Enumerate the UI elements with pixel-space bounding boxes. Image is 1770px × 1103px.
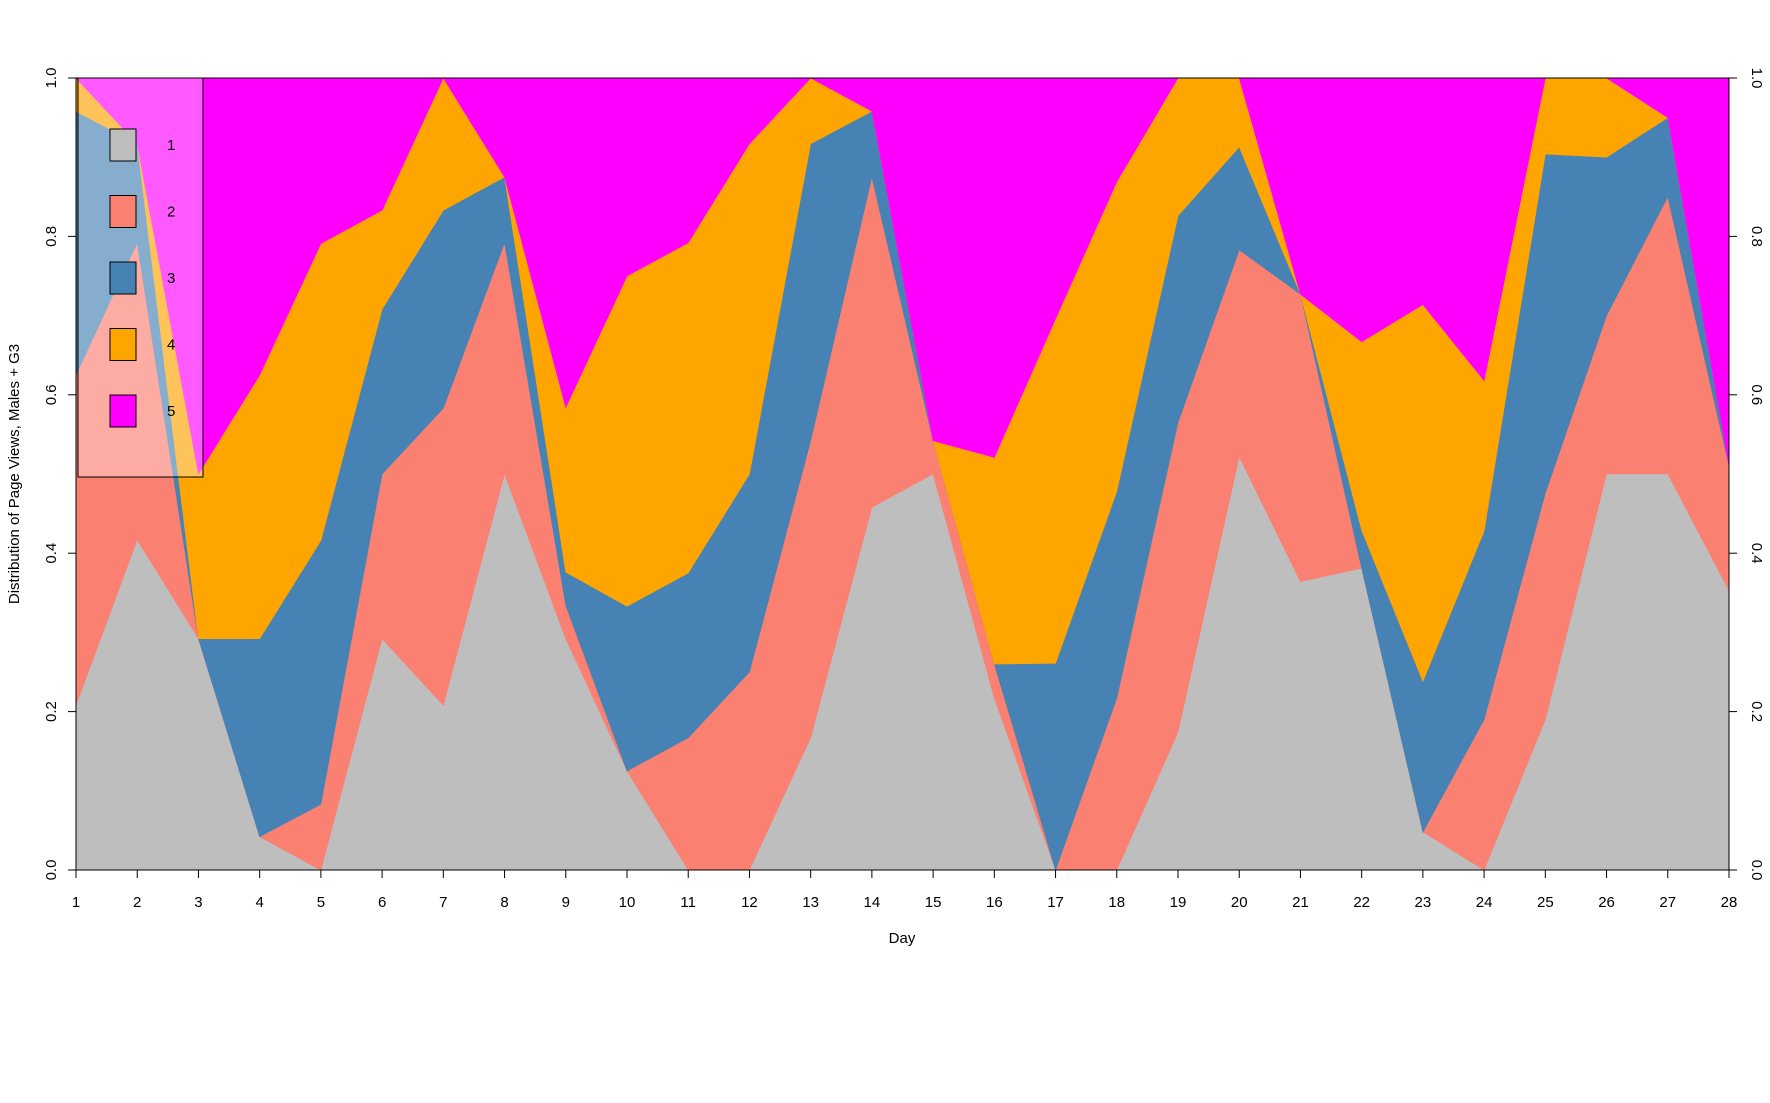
legend-swatch-2 <box>109 195 137 228</box>
x-tick-label: 16 <box>986 894 1003 911</box>
legend-label-4: 4 <box>167 337 175 354</box>
x-tick-label: 2 <box>133 894 141 911</box>
plot-frame <box>75 77 1730 871</box>
y-tick-label-right: 0.2 <box>1748 701 1765 722</box>
x-tick-label: 21 <box>1292 894 1309 911</box>
x-tick-label: 19 <box>1170 894 1187 911</box>
x-tick-label: 1 <box>72 894 80 911</box>
legend-label-1: 1 <box>167 137 175 154</box>
y-tick-label-left: 1.0 <box>43 68 60 89</box>
x-tick-label: 23 <box>1415 894 1432 911</box>
x-tick-label: 28 <box>1721 894 1738 911</box>
legend: 1 2 3 4 5 <box>77 77 204 478</box>
y-axis-title: Distribution of Page Views, Males + G3 <box>6 344 23 604</box>
x-tick-label: 13 <box>802 894 819 911</box>
x-tick-label: 17 <box>1047 894 1064 911</box>
y-tick-label-right: 0.4 <box>1748 543 1765 564</box>
y-tick-label-right: 0.6 <box>1748 384 1765 405</box>
x-tick-label: 15 <box>925 894 942 911</box>
x-tick-label: 7 <box>439 894 447 911</box>
axes-group: 1 2 3 4 5 6 7 8 9 10 11 12 13 14 15 16 17 18 19 20 21 22 23 24 2… <box>43 68 1765 911</box>
y-tick-label-left: 0.2 <box>43 701 60 722</box>
y-tick-label-right: 0.0 <box>1748 860 1765 881</box>
x-tick-label: 9 <box>562 894 570 911</box>
x-tick-label: 22 <box>1353 894 1370 911</box>
x-tick-label: 3 <box>194 894 202 911</box>
x-tick-label: 20 <box>1231 894 1248 911</box>
x-tick-label: 24 <box>1476 894 1493 911</box>
x-tick-label: 4 <box>255 894 263 911</box>
x-tick-label: 14 <box>864 894 881 911</box>
x-tick-label: 26 <box>1598 894 1615 911</box>
legend-swatch-5 <box>109 394 137 428</box>
x-tick-label: 10 <box>619 894 636 911</box>
x-tick-label: 11 <box>680 894 696 911</box>
x-tick-label: 27 <box>1659 894 1676 911</box>
y-tick-label-left: 0.4 <box>43 543 60 564</box>
legend-label-2: 2 <box>167 204 175 221</box>
legend-swatch-1 <box>109 128 137 162</box>
x-tick-label: 25 <box>1537 894 1554 911</box>
x-tick-label: 5 <box>317 894 325 911</box>
y-tick-label-right: 0.8 <box>1748 226 1765 247</box>
x-tick-label: 6 <box>378 894 386 911</box>
y-tick-label-left: 0.8 <box>43 226 60 247</box>
area-series-group <box>75 77 1730 871</box>
x-tick-label: 8 <box>500 894 508 911</box>
y-tick-label-left: 0.0 <box>43 860 60 881</box>
legend-box <box>77 77 204 478</box>
legend-label-5: 5 <box>167 403 175 420</box>
y-tick-label-right: 1.0 <box>1748 68 1765 89</box>
legend-label-3: 3 <box>167 270 175 287</box>
x-axis-title: Day <box>889 930 916 947</box>
x-tick-label: 12 <box>741 894 758 911</box>
legend-swatch-4 <box>109 328 137 361</box>
x-tick-label: 18 <box>1108 894 1125 911</box>
legend-swatch-3 <box>109 261 137 295</box>
y-tick-label-left: 0.6 <box>43 384 60 405</box>
